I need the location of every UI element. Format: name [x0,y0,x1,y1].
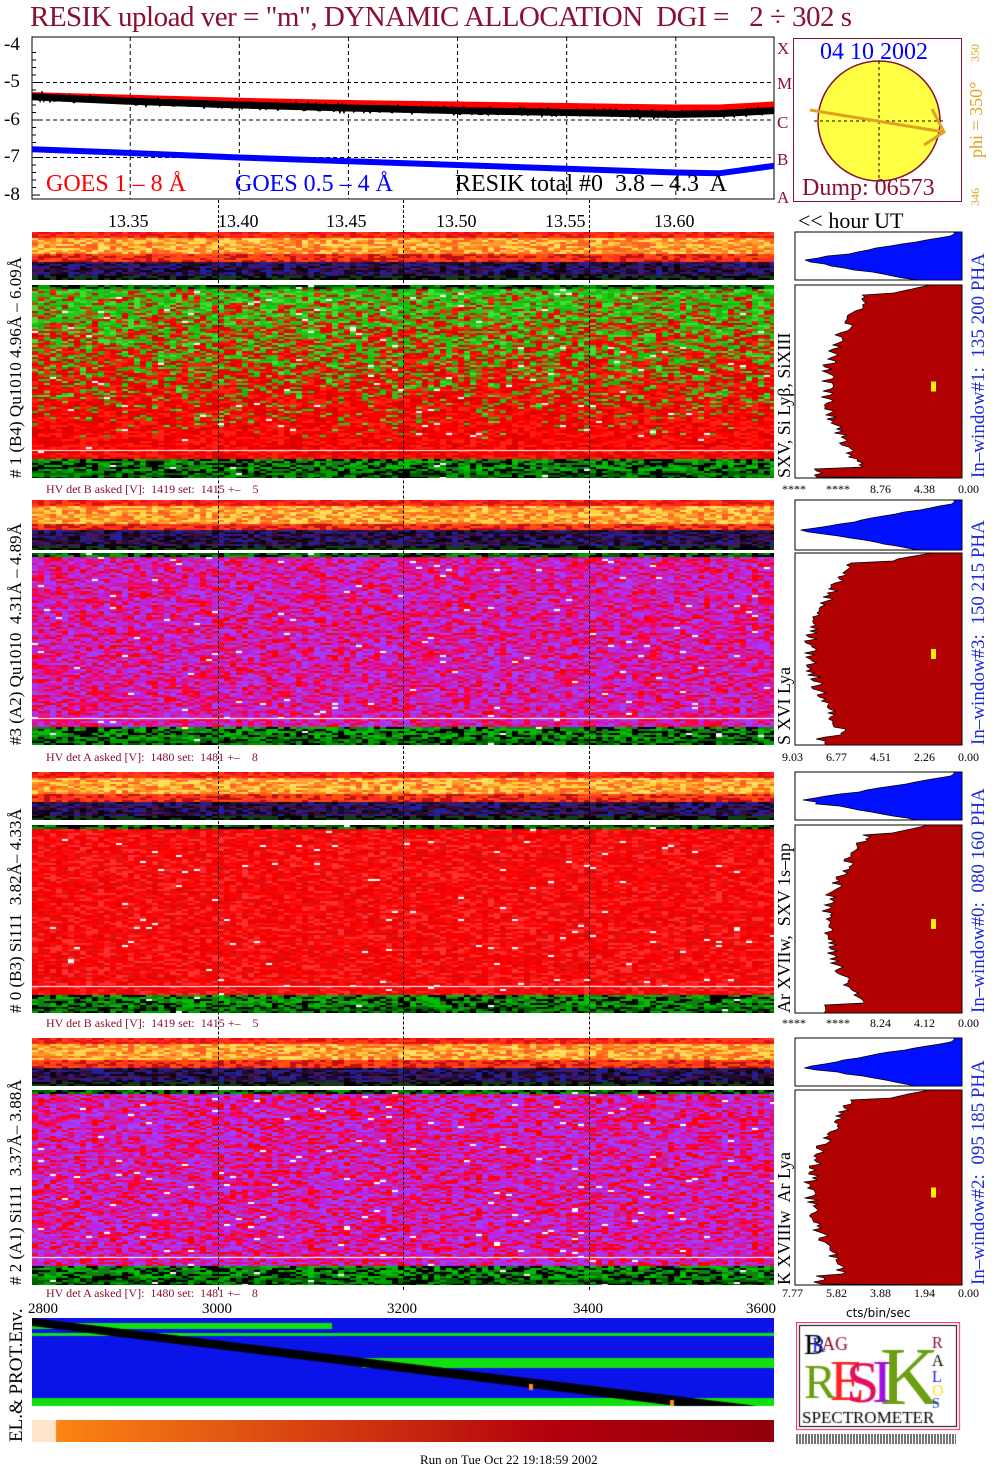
bin-tick: 2800 [28,1301,58,1317]
legend-goes-short: GOES 0.5 – 4 Å [235,171,393,198]
legend-goes-long: GOES 1 – 8 Å [46,171,186,198]
spectral-line-label: Ar XVIIw, SXV 1s–np [774,843,795,1013]
histogram-tick: 8.24 [870,1016,891,1030]
histogram-tick: **** [826,482,850,496]
histogram-tick: 5.82 [826,1286,847,1300]
window-label: In–window#1: 135 200 PHA [968,253,990,478]
histogram-tick: **** [826,1016,850,1030]
grid-line [403,200,404,1290]
y-tick: -7 [4,146,20,168]
dump-number: Dump: 06573 [802,175,935,202]
bin-tick: 3400 [573,1301,603,1317]
histogram-tick: **** [782,1016,806,1030]
flare-class: M [777,74,792,93]
histogram-tick: 4.12 [914,1016,935,1030]
hv-status: HV det B asked [V]: 1419 set: 1415 +– 5 [46,1016,259,1030]
flare-class: B [777,150,788,169]
run-timestamp: Run on Tue Oct 22 19:18:59 2002 [420,1452,598,1468]
window-label: In–window#0: 080 160 PHA [968,788,990,1013]
time-tick: 13.45 [326,211,367,232]
grid-line [589,200,590,1290]
detector-label: # 0 (B3) Si111 3.82Å– 4.33Å [6,808,26,1013]
pha-histogram [795,1090,962,1285]
grid-line [218,200,219,1290]
resik-logo [796,1322,962,1432]
pha-histogram-small [795,772,962,820]
histogram-tick: 0.00 [958,750,979,764]
histogram-tick: 4.51 [870,750,891,764]
bin-tick: 3000 [202,1301,232,1317]
histogram-tick: 2.26 [914,750,935,764]
spectral-line-label: SXV, Si Lyβ, SiXIII [774,333,795,478]
histogram-tick: 6.77 [826,750,847,764]
bin-tick: 3600 [746,1301,776,1317]
window-marker [931,1188,936,1198]
time-tick: 13.55 [545,211,586,232]
pha-histogram [795,553,962,745]
y-tick: -6 [4,109,20,131]
histogram-tick: 0.00 [958,1286,979,1300]
window-marker [931,919,936,929]
histogram-tick: 8.76 [870,482,891,496]
pha-histogram [795,285,962,478]
window-marker [931,382,936,392]
page-title: RESIK upload ver = "m", DYNAMIC ALLOCATI… [30,0,852,34]
histogram-unit: cts/bin/sec [846,1306,910,1320]
logo-credits [796,1434,956,1444]
pha-histogram-small [795,1038,962,1086]
histogram-tick: 0.00 [958,482,979,496]
histogram-tick: 4.38 [914,482,935,496]
hv-status: HV det B asked [V]: 1419 set: 1415 +– 5 [46,482,259,496]
window-label: In–window#3: 150 215 PHA [968,520,990,745]
time-tick: 13.50 [436,211,477,232]
sun-orientation-panel: 04 10 2002 Dump: 06573 [793,38,962,202]
pha-histogram-small [795,232,962,280]
phi-tick-low: 346 [968,188,983,206]
detector-label: # 1 (B4) Qu1010 4.96Å – 6.09Å [6,257,26,478]
histogram-tick: 9.03 [782,750,803,764]
window-label: In–window#2: 095 185 PHA [968,1060,990,1285]
hv-status: HV det A asked [V]: 1480 set: 1481 +– 8 [46,750,258,764]
phi-angle-label: phi = 350° [966,82,987,158]
histogram-tick: **** [782,482,806,496]
histogram-tick: 1.94 [914,1286,935,1300]
detector-label: #3 (A2) Qu1010 4.31Å – 4.89Å [6,523,26,745]
histogram-tick: 0.00 [958,1016,979,1030]
pha-histogram [795,825,962,1013]
hv-status: HV det A asked [V]: 1480 set: 1481 +– 8 [46,1286,258,1300]
y-tick: -4 [4,34,20,56]
flare-class: C [777,113,788,132]
pha-histogram-small [795,500,962,550]
histogram-tick: 3.88 [870,1286,891,1300]
histogram-tick: 7.77 [782,1286,803,1300]
time-tick: 13.60 [654,211,695,232]
legend-resik-total: RESIK total #0 3.8 – 4.3 A [455,171,727,198]
series-line-2 [32,149,774,173]
time-tick: 13.35 [108,211,149,232]
flare-class: X [777,39,789,58]
bin-tick: 3200 [387,1301,417,1317]
time-tick: 13.40 [218,211,259,232]
flare-class: A [777,188,789,207]
env-label: EL.& PROT.Env. [6,1308,28,1442]
time-unit-label: << hour UT [798,208,903,234]
spectral-line-label: K XVIIIw Ar Lya [774,1152,795,1285]
resik-quicklook: RESIK upload ver = "m", DYNAMIC ALLOCATI… [0,0,1004,1476]
phi-tick-high: 350 [968,44,983,62]
window-marker [931,649,936,659]
y-tick: -8 [4,184,20,206]
total-count-strip [32,1420,774,1442]
y-tick: -5 [4,71,20,93]
spectral-line-label: S XVI Lya [774,667,795,745]
particle-environment-map [32,1318,774,1418]
detector-label: # 2 (A1) Si111 3.37Å– 3.88Å [6,1079,26,1285]
